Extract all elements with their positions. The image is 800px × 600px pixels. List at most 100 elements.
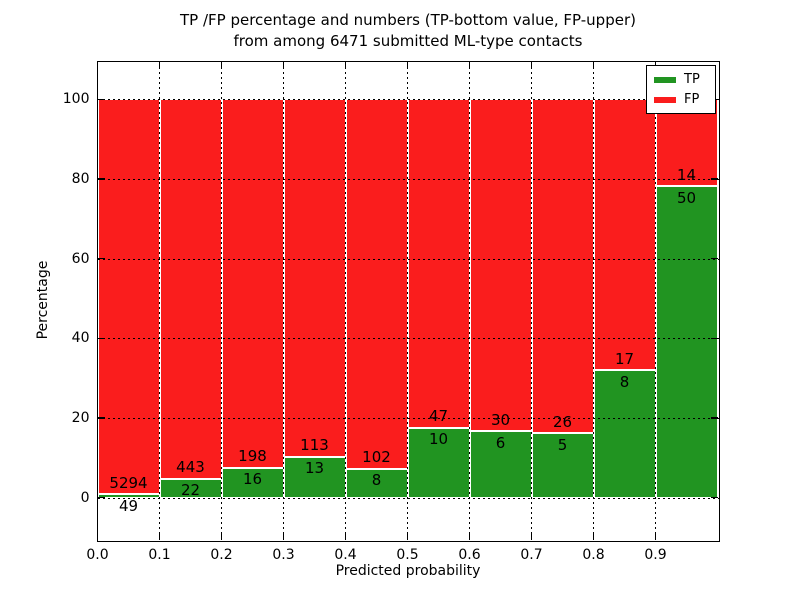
bar-label-tp: 8	[619, 372, 630, 391]
tick-x-bottom	[654, 532, 657, 540]
bar-label-fp: 14	[676, 165, 697, 184]
tick-y-left	[97, 178, 105, 180]
bar-segment-tp	[407, 427, 470, 498]
bar-segment-fp	[283, 99, 346, 457]
bar-segment-tp	[593, 370, 656, 498]
bar-label-tp: 22	[180, 481, 201, 500]
gridline-vertical	[345, 61, 346, 541]
gridline-horizontal	[97, 179, 719, 180]
tick-x-bottom	[406, 532, 409, 540]
bar-segment-tp	[221, 467, 284, 498]
plot-area: 5294 49 443 22 198 16 113 13 102 8 47 10 30 6 26 5 17 8 14…	[63, 60, 720, 563]
chart-title-line2: from among 6471 submitted ML-type contac…	[233, 32, 583, 50]
tick-label-y: 80	[71, 171, 90, 187]
tick-label-y: 60	[71, 250, 90, 267]
gridline-horizontal	[97, 258, 719, 260]
tick-x-top	[468, 61, 471, 69]
tick-x-bottom	[344, 532, 347, 540]
bar-label-fp: 102	[362, 448, 391, 467]
tick-label-x: 0.3	[272, 546, 295, 563]
bar-segment-fp	[97, 99, 160, 494]
legend-swatch-fp	[654, 96, 676, 103]
gridline-vertical	[531, 61, 532, 541]
bar-segment-fp	[469, 99, 532, 432]
tick-label-x: 0.5	[396, 546, 419, 563]
bar-segment-tp	[345, 468, 408, 498]
bar-segment-tp	[655, 186, 718, 498]
legend-label-tp: TP	[684, 72, 700, 87]
y-axis-label: Percentage	[35, 260, 51, 340]
bar-segment-fp	[159, 99, 222, 479]
tick-x-top	[282, 61, 285, 69]
tick-y-right	[710, 257, 718, 260]
bar-label-tp: 16	[242, 470, 263, 489]
gridline-horizontal	[97, 497, 719, 499]
legend-label-fp: FP	[684, 92, 700, 107]
tick-x-bottom	[592, 532, 595, 540]
bar-label-fp: 443	[176, 458, 205, 477]
gridline-horizontal	[97, 99, 719, 101]
gridline-vertical	[593, 61, 594, 541]
gridline-vertical	[655, 61, 656, 541]
bar-segment-fp	[593, 99, 656, 371]
bar-label-fp: 5294	[109, 473, 148, 492]
tick-label-x: 0.7	[520, 546, 543, 563]
gridline-horizontal	[97, 338, 719, 340]
bar-segment-tp	[469, 431, 532, 498]
bar-label-tp: 5	[557, 435, 568, 454]
bar-label-fp: 198	[238, 447, 267, 466]
tick-label-x: 0.8	[582, 546, 605, 563]
gridline-horizontal	[97, 418, 719, 419]
bar-label-tp: 13	[304, 459, 325, 478]
tick-y-right	[710, 178, 718, 180]
bar-label-tp: 6	[495, 433, 506, 452]
gridline-vertical	[283, 61, 284, 541]
bar-label-fp: 17	[614, 349, 635, 368]
tick-label-y: 0	[80, 489, 90, 506]
tick-y-left	[97, 98, 105, 101]
tick-label-y: 20	[71, 410, 90, 426]
tick-x-top	[158, 61, 161, 69]
bar-label-tp: 49	[118, 496, 139, 515]
tick-y-right	[710, 417, 718, 419]
bar-label-fp: 47	[428, 407, 449, 426]
legend: TP FP	[646, 65, 716, 114]
gridline-vertical	[407, 61, 408, 541]
bar-segment-tp	[531, 433, 594, 498]
tick-y-left	[97, 337, 105, 340]
legend-entry-fp: FP	[654, 93, 715, 106]
legend-swatch-tp	[654, 76, 676, 83]
tick-x-top	[592, 61, 595, 69]
tick-label-x: 0.4	[334, 546, 357, 563]
gridline-vertical	[469, 61, 470, 541]
bar-label-tp: 10	[428, 430, 449, 449]
tick-label-x: 0.1	[148, 546, 171, 563]
tick-x-top	[220, 61, 223, 69]
bar-label-tp: 50	[676, 188, 697, 207]
bar-segment-fp	[221, 99, 284, 468]
tick-label-x: 0.0	[86, 546, 109, 563]
tick-y-left	[97, 257, 105, 260]
chart-title: TP /FP percentage and numbers (TP-bottom…	[98, 10, 718, 52]
bar-label-tp: 8	[371, 471, 382, 490]
tick-x-bottom	[282, 532, 285, 540]
tick-x-top	[530, 61, 533, 69]
bar-segment-fp	[531, 99, 594, 434]
tick-label-x: 0.6	[458, 546, 481, 563]
tick-x-bottom	[530, 532, 533, 540]
tick-x-top	[406, 61, 409, 69]
bar-segment-fp	[407, 99, 470, 428]
bar-label-fp: 30	[490, 410, 511, 429]
tick-x-bottom	[220, 532, 223, 540]
bar-label-fp: 26	[552, 412, 573, 431]
tick-x-top	[344, 61, 347, 69]
tick-label-y: 100	[62, 91, 90, 108]
tick-label-x: 0.2	[210, 546, 233, 563]
legend-entry-tp: TP	[654, 73, 715, 86]
chart-title-line1: TP /FP percentage and numbers (TP-bottom…	[180, 11, 636, 29]
tick-y-right	[710, 337, 718, 340]
x-axis-label: Predicted probability	[335, 563, 481, 579]
bar-label-fp: 113	[300, 436, 329, 455]
gridline-vertical	[221, 61, 222, 541]
